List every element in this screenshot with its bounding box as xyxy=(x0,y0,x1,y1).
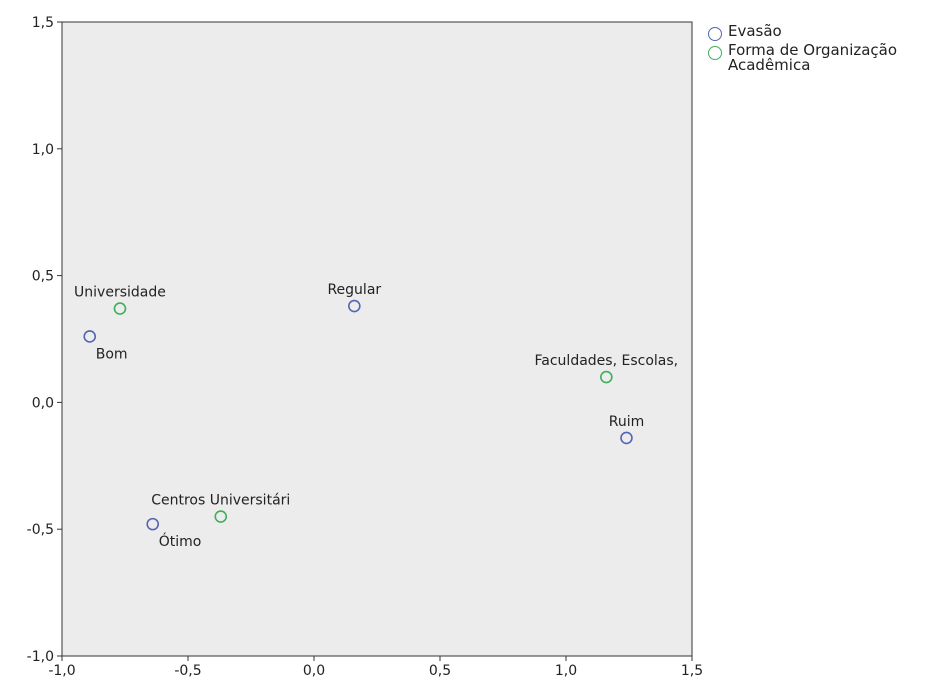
legend-marker-icon xyxy=(708,27,722,41)
x-tick-label: -0,5 xyxy=(174,663,201,677)
y-tick-label: -0,5 xyxy=(27,522,54,538)
legend-item-evasao: Evasão xyxy=(708,24,929,41)
data-point xyxy=(348,299,361,313)
x-tick-label: 1,0 xyxy=(555,663,577,677)
data-label: Bom xyxy=(96,346,128,362)
data-point xyxy=(113,302,127,315)
data-label: Ótimo xyxy=(159,532,202,550)
legend-label: Forma de Organização Acadêmica xyxy=(728,41,898,74)
x-tick-label: -1,0 xyxy=(48,663,75,677)
y-tick-label: 1,5 xyxy=(32,15,54,31)
legend-label: Evasão xyxy=(728,22,782,40)
data-point xyxy=(83,330,97,343)
plot-area xyxy=(61,21,693,657)
y-tick-label: -1,0 xyxy=(27,649,54,665)
data-point xyxy=(146,517,160,531)
data-label: Regular xyxy=(327,282,381,298)
data-points: Bom Regular Ruim Ótimo Universidade Faculdade… xyxy=(74,282,678,550)
data-point xyxy=(214,510,228,523)
x-tick-label: 0,5 xyxy=(429,663,451,677)
y-tick-label: 0,5 xyxy=(32,269,54,285)
x-tick-label: 0,0 xyxy=(303,663,325,677)
data-point xyxy=(620,431,633,445)
legend: Evasão Forma de Organização Acadêmica xyxy=(708,24,929,75)
data-label: Universidade xyxy=(74,285,166,301)
y-tick-label: 1,0 xyxy=(32,142,54,158)
axis-ticks: -1,0 -0,5 0,0 0,5 1,0 1,5 -1,0 -0,5 0,0 0,5 1,0 1,5 xyxy=(27,15,703,677)
y-tick-label: 0,0 xyxy=(32,395,54,411)
x-tick-label: 1,5 xyxy=(681,663,703,677)
data-label: Ruim xyxy=(609,414,645,430)
data-label: Centros Universitári xyxy=(151,493,290,509)
data-point xyxy=(600,370,613,384)
legend-marker-icon xyxy=(708,46,722,60)
legend-item-forma-de-organizacao: Forma de Organização Acadêmica xyxy=(708,43,929,73)
data-label: Faculdades, Escolas, xyxy=(535,353,679,369)
